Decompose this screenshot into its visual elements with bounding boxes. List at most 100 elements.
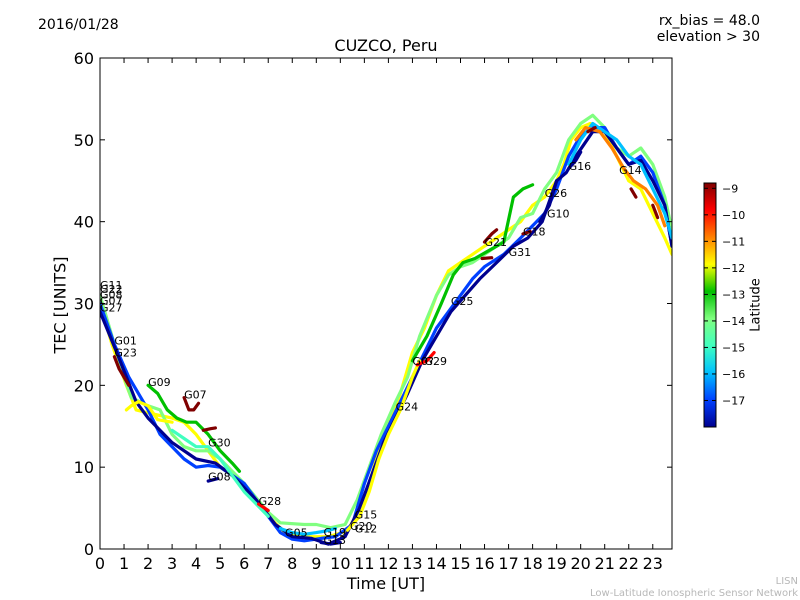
x-tick-label: 9 bbox=[311, 554, 321, 573]
y-tick-label: 50 bbox=[74, 131, 94, 150]
series-track-k bbox=[345, 359, 422, 532]
x-tick-label: 14 bbox=[426, 554, 446, 573]
y-tick-label: 30 bbox=[74, 295, 94, 314]
series-hot-4 bbox=[482, 228, 499, 244]
y-axis-label: TEC [UNITS] bbox=[50, 256, 70, 354]
prn-label: G18 bbox=[523, 226, 546, 239]
prn-label: G11 bbox=[100, 279, 123, 292]
x-axis-label: Time [UT] bbox=[346, 574, 426, 593]
x-tick-label: 1 bbox=[119, 554, 129, 573]
prn-label: G09 bbox=[148, 376, 171, 389]
x-tick-label: 22 bbox=[619, 554, 639, 573]
colorbar-tick-label: −15 bbox=[722, 341, 745, 354]
prn-label: G15 bbox=[355, 509, 378, 522]
y-tick-label: 10 bbox=[74, 458, 94, 477]
axis-layer: 0 1 2 3 4 5 6 7 8 9 10 11 12 13 14 15 16 17 18 19 20 21 22 2301… bbox=[74, 49, 672, 573]
x-tick-label: 11 bbox=[354, 554, 374, 573]
series-track-h bbox=[146, 383, 241, 473]
prn-label: G16 bbox=[569, 160, 592, 173]
colorbar-tick-label: −14 bbox=[722, 315, 745, 328]
prn-label: G13 bbox=[324, 534, 347, 547]
prn-label: G07 bbox=[184, 388, 207, 401]
x-tick-label: 15 bbox=[450, 554, 470, 573]
prn-label: G28 bbox=[259, 495, 282, 508]
series-track-i bbox=[170, 428, 270, 518]
series-track-j bbox=[124, 400, 174, 424]
series-hot-9 bbox=[629, 187, 638, 199]
prn-label: G01 bbox=[114, 334, 137, 347]
x-tick-label: 18 bbox=[522, 554, 542, 573]
series-hot-8 bbox=[586, 126, 597, 134]
prn-label: G20 bbox=[350, 520, 373, 533]
series-hot-10 bbox=[651, 203, 660, 220]
prn-label: G08 bbox=[100, 289, 123, 302]
prn-label: G07 bbox=[100, 294, 123, 307]
prn-label: G30 bbox=[208, 437, 231, 450]
series-hot-1 bbox=[112, 355, 131, 387]
x-tick-label: 3 bbox=[167, 554, 177, 573]
colorbar-tick-label: −17 bbox=[722, 394, 745, 407]
colorbar-tick-label: −12 bbox=[722, 262, 745, 275]
x-tick-label: 16 bbox=[474, 554, 494, 573]
colorbar-label: Latitude bbox=[748, 278, 764, 332]
prn-label: G12 bbox=[355, 523, 378, 536]
prn-label: G22 bbox=[100, 283, 123, 296]
series-track-f bbox=[567, 121, 672, 240]
y-tick-label: 40 bbox=[74, 213, 94, 232]
credit-short: LISN bbox=[775, 576, 798, 587]
x-tick-label: 17 bbox=[498, 554, 518, 573]
x-tick-label: 13 bbox=[402, 554, 422, 573]
x-tick-label: 21 bbox=[595, 554, 615, 573]
prn-label: G27 bbox=[100, 302, 123, 315]
series-track-b bbox=[100, 113, 672, 530]
prn-label: G21 bbox=[485, 236, 508, 249]
rx-bias-label: rx_bias = 48.0 bbox=[658, 13, 760, 29]
series-track-e bbox=[410, 183, 535, 363]
prn-label: G08 bbox=[208, 470, 231, 483]
x-tick-label: 20 bbox=[570, 554, 590, 573]
prn-label: G23 bbox=[114, 347, 137, 360]
prn-label: G25 bbox=[451, 295, 474, 308]
colorbar-tick-label: −11 bbox=[722, 235, 745, 248]
series-track-l bbox=[278, 526, 338, 536]
prn-label: G14 bbox=[619, 164, 642, 177]
x-tick-label: 19 bbox=[546, 554, 566, 573]
series-track-d bbox=[100, 130, 672, 546]
colorbar-tick-label: −9 bbox=[722, 182, 738, 195]
series-cold-4 bbox=[319, 540, 342, 546]
series-hot-5 bbox=[480, 256, 494, 261]
x-tick-label: 12 bbox=[378, 554, 398, 573]
x-tick-label: 10 bbox=[330, 554, 350, 573]
prn-label: G26 bbox=[545, 187, 568, 200]
x-tick-label: 23 bbox=[643, 554, 663, 573]
series-hot-7 bbox=[415, 351, 436, 367]
plot-frame bbox=[99, 57, 673, 550]
series-track-c bbox=[100, 126, 672, 543]
elevation-label: elevation > 30 bbox=[656, 29, 760, 45]
x-tick-label: 0 bbox=[95, 554, 105, 573]
prn-label: G0? bbox=[412, 355, 434, 368]
series-track-g bbox=[574, 126, 667, 228]
colorbar-tick-label: −10 bbox=[722, 209, 745, 222]
x-tick-label: 6 bbox=[239, 554, 249, 573]
x-tick-label: 4 bbox=[191, 554, 201, 573]
prn-label: G31 bbox=[509, 246, 532, 259]
x-tick-label: 8 bbox=[287, 554, 297, 573]
series-hot-6 bbox=[521, 229, 532, 236]
colorbar-ticks: −9 −10 −11 −12 −13 −14 −15 −16 −17 bbox=[704, 182, 745, 407]
colorbar-tick-label: −16 bbox=[722, 368, 745, 381]
colorbar-tick-label: −13 bbox=[722, 288, 745, 301]
series-hot-11 bbox=[257, 502, 270, 513]
series-layer bbox=[100, 113, 672, 546]
series-hot-3 bbox=[201, 426, 217, 432]
prn-label: G05 bbox=[285, 527, 308, 540]
x-tick-label: 2 bbox=[143, 554, 153, 573]
series-cold-3 bbox=[206, 477, 220, 483]
date-label: 2016/01/28 bbox=[38, 17, 119, 33]
series-hot-2 bbox=[182, 396, 201, 412]
prn-label: G24 bbox=[396, 401, 419, 414]
prn-label: G10 bbox=[547, 208, 570, 221]
y-tick-label: 0 bbox=[84, 540, 94, 559]
